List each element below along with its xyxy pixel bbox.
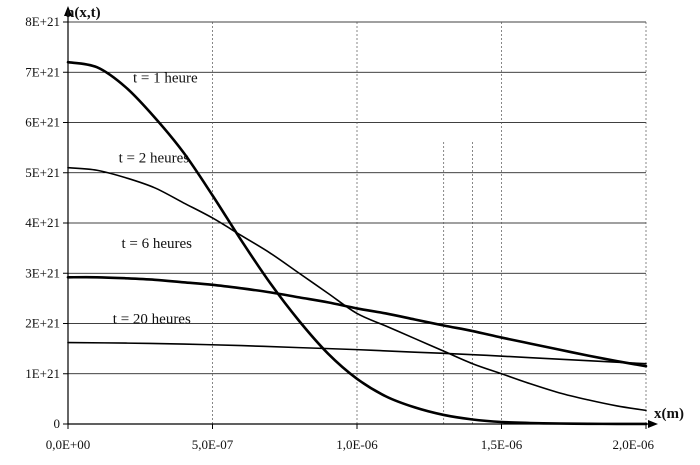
- x-tick-label: 2,0E-06: [612, 437, 654, 452]
- series-label-3: t = 6 heures: [121, 236, 192, 252]
- y-tick-label: 2E+21: [25, 316, 60, 331]
- x-axis-label: x(m): [654, 406, 684, 422]
- x-tick-label: 5,0E-07: [192, 437, 234, 452]
- y-tick-label: 3E+21: [25, 265, 60, 280]
- series-line-1: [66, 60, 648, 426]
- x-tick-label: 0,0E+00: [46, 437, 91, 452]
- y-tick-label: 5E+21: [25, 165, 60, 180]
- series-label-1: t = 1 heure: [133, 70, 198, 86]
- x-axis-arrow: [648, 420, 658, 428]
- y-tick-label: 7E+21: [25, 64, 60, 79]
- y-tick-label: 6E+21: [25, 115, 60, 130]
- y-tick-label: 1E+21: [25, 366, 60, 381]
- y-tick-label: 8E+21: [25, 14, 60, 29]
- y-axis-label: n(x,t): [66, 5, 101, 21]
- series-curves: [66, 60, 648, 426]
- grid-lines: [68, 21, 647, 424]
- series-label-2: t = 2 heures: [119, 151, 190, 167]
- x-tick-label: 1,0E-06: [336, 437, 378, 452]
- series-line-3: [66, 275, 648, 368]
- y-tick-label: 4E+21: [25, 215, 60, 230]
- y-axis-arrow: [64, 6, 72, 16]
- series-line-4: [67, 341, 647, 365]
- y-tick-label: 0: [54, 416, 61, 431]
- tick-labels: 0 1E+21 2E+21 3E+21 4E+21 5E+21 6E+21 7E+21 8E+2…: [25, 14, 654, 452]
- series-labels: t = 1 heure t = 2 heures t = 6 heures t = 2…: [113, 70, 198, 327]
- x-tick-label: 1,5E-06: [481, 437, 523, 452]
- series-label-4: t = 20 heures: [113, 312, 191, 328]
- series-line-2: [67, 166, 647, 412]
